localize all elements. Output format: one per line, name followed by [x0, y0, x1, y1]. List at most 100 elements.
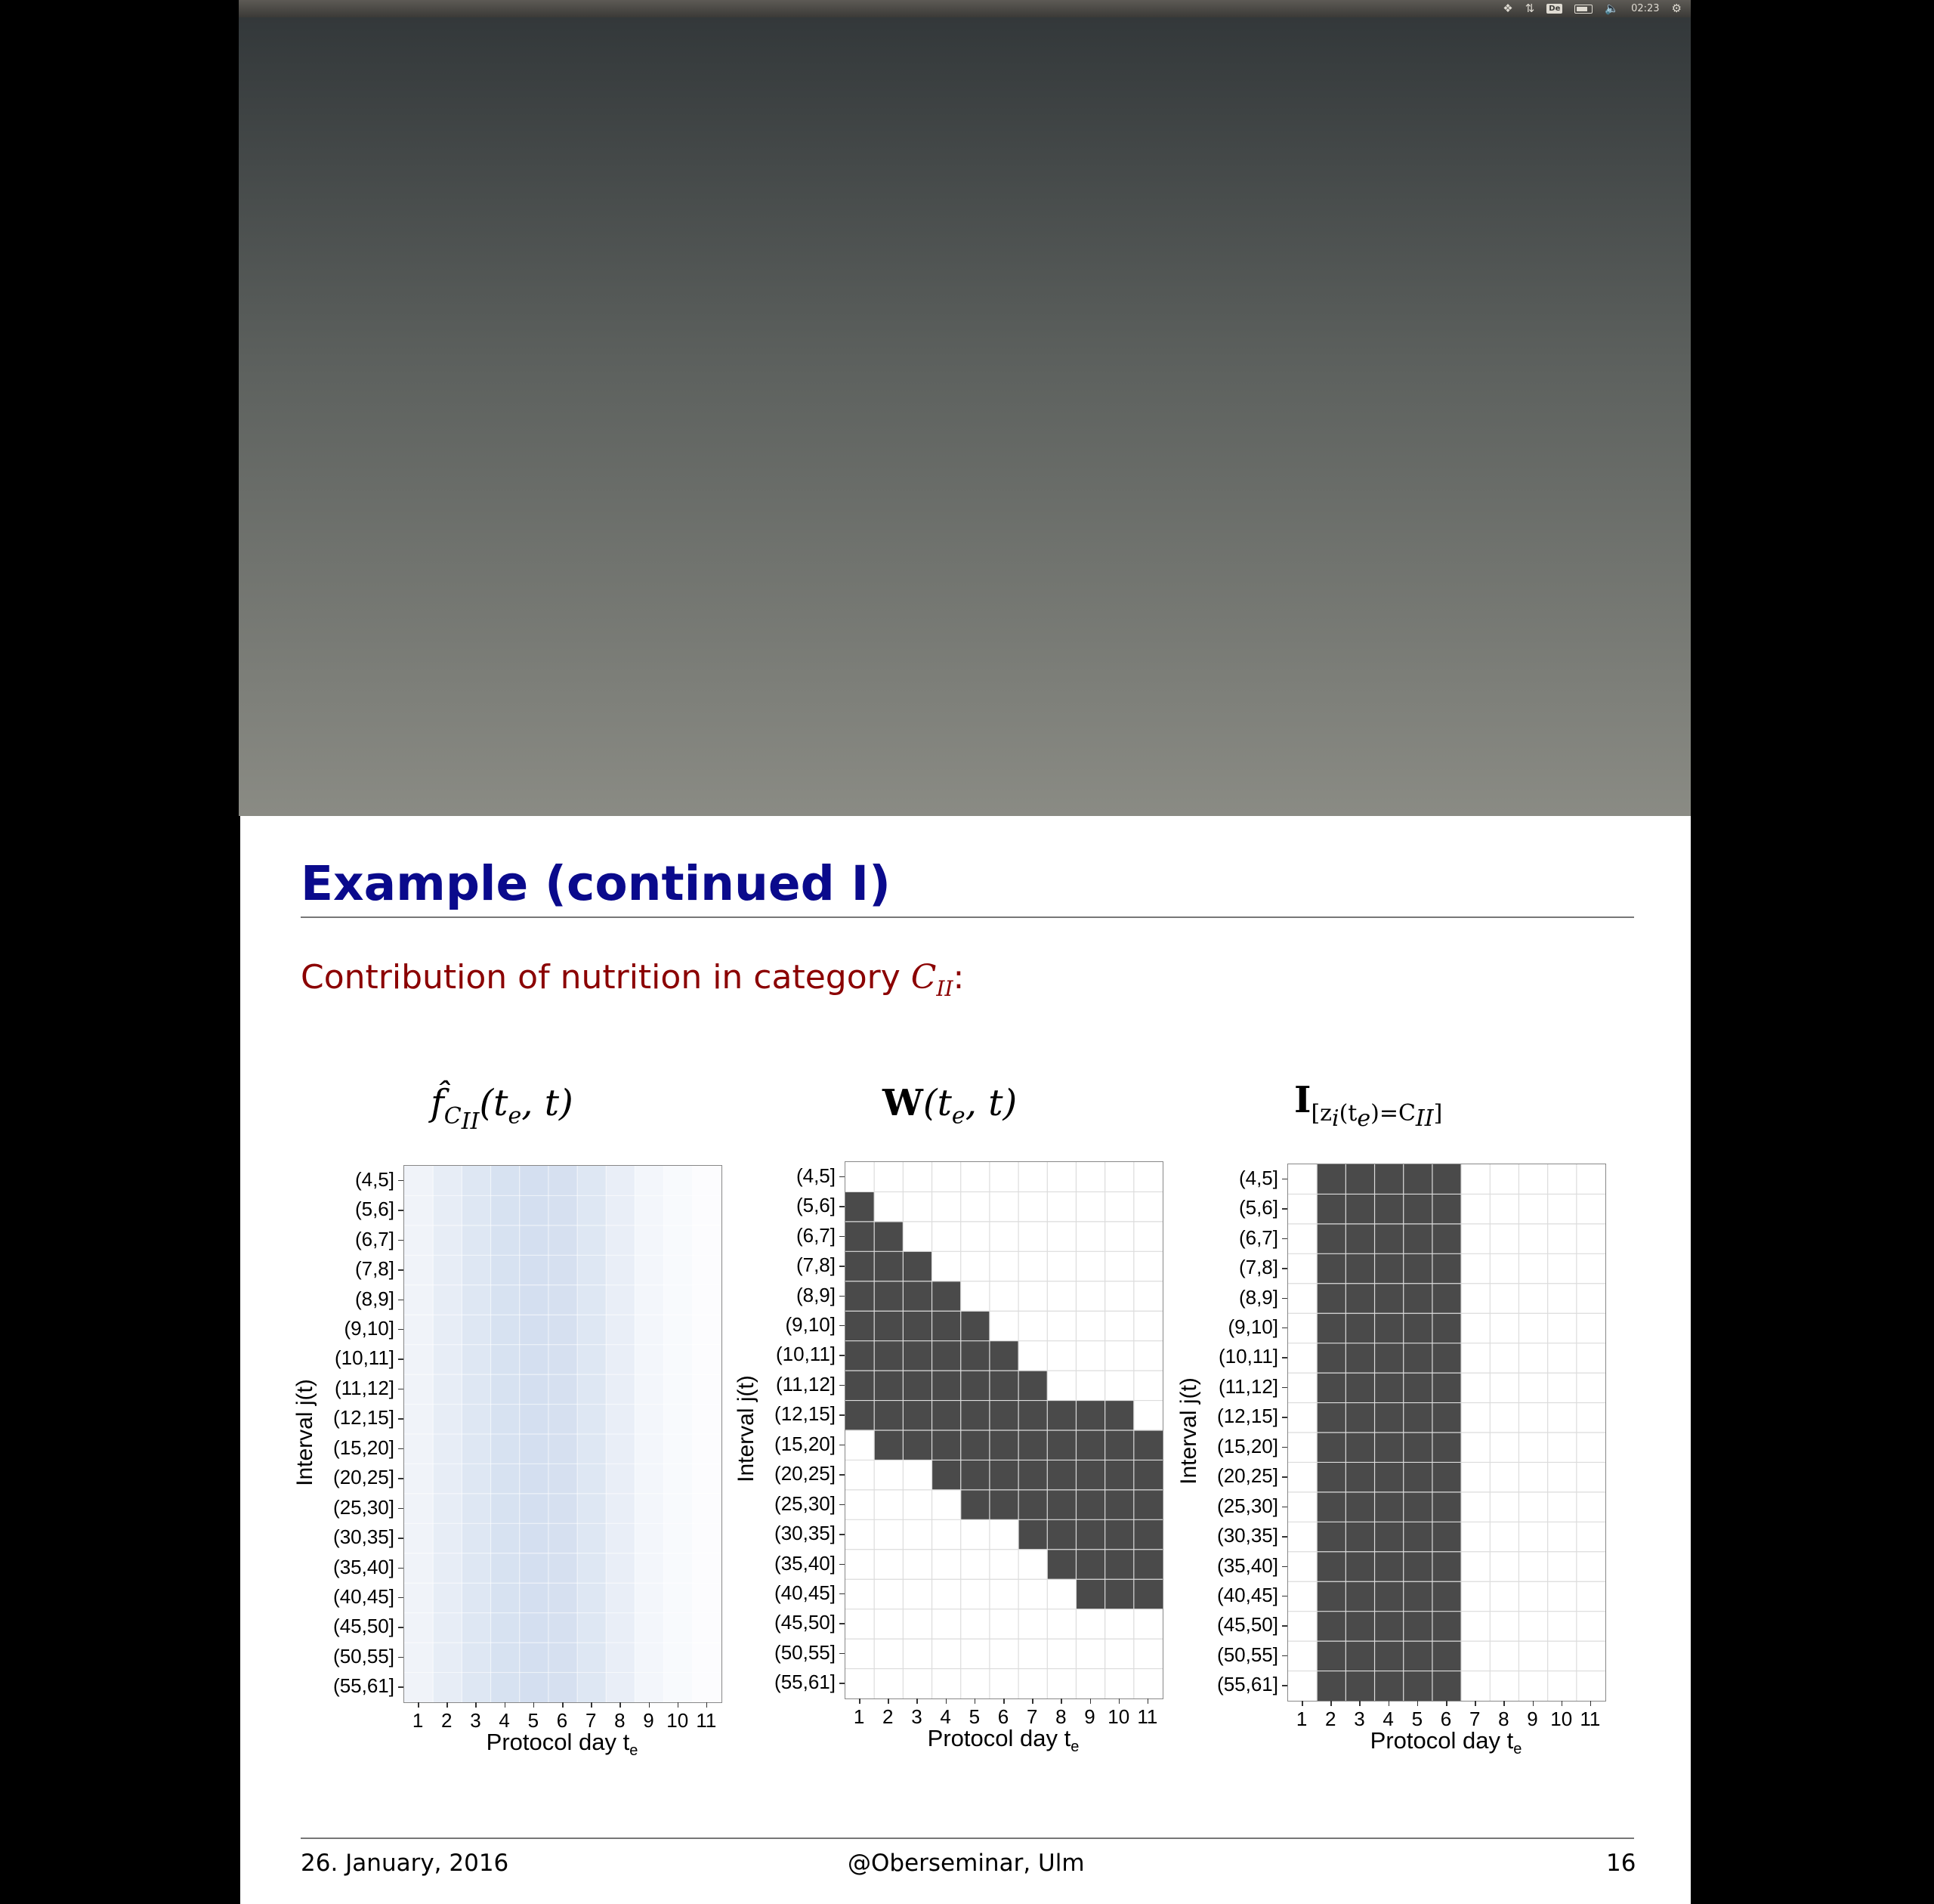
heatmap-cell [462, 1553, 491, 1584]
y-tick [839, 1206, 845, 1207]
heatmap-cell [404, 1225, 434, 1256]
heatmap-cell [519, 1553, 548, 1584]
y-tick [398, 1448, 403, 1450]
heatmap-cell [663, 1434, 693, 1464]
y-tick-label: (5,6] [1238, 1196, 1278, 1219]
heatmap-cell [663, 1344, 693, 1375]
heatmap-cell [635, 1612, 664, 1643]
heatmap-cell [1076, 1579, 1105, 1609]
clock[interactable]: 02:23 [1631, 3, 1660, 14]
heatmap-cell [845, 1519, 875, 1550]
heatmap-cell [1576, 1491, 1605, 1522]
heatmap-cell [960, 1371, 990, 1401]
heatmap-cell [1432, 1313, 1462, 1343]
heatmap-cell [1432, 1581, 1462, 1612]
heatmap-cell [1576, 1253, 1605, 1284]
x-tick-label: 6 [556, 1709, 568, 1732]
heatmap-cell [1374, 1671, 1404, 1701]
heatmap-cell [1288, 1462, 1318, 1492]
heatmap-cell [635, 1315, 664, 1345]
heatmap-cell [462, 1255, 491, 1285]
heatmap-cell [1133, 1668, 1163, 1698]
y-tick-label: (10,11] [775, 1343, 836, 1366]
heatmap-cell [1288, 1283, 1318, 1314]
heatmap-cell [462, 1672, 491, 1702]
keyboard-layout-icon[interactable]: De [1546, 4, 1563, 14]
heatmap-cell [1547, 1164, 1577, 1195]
x-tick-label: 9 [1084, 1705, 1095, 1728]
heatmap-cell [845, 1460, 875, 1490]
x-tick-label: 11 [1137, 1705, 1158, 1728]
heatmap-cell [404, 1612, 434, 1643]
x-tick-label: 10 [1550, 1708, 1573, 1730]
heatmap-cell [1403, 1402, 1432, 1433]
heatmap-cell [692, 1195, 721, 1226]
heatmap-cell [1076, 1489, 1105, 1520]
y-tick [839, 1593, 845, 1595]
heatmap-cell [519, 1344, 548, 1375]
heatmap-cell [1518, 1462, 1548, 1492]
heatmap-cell [1076, 1311, 1105, 1341]
heatmap-cell [1432, 1253, 1462, 1284]
heatmap-cell [1432, 1433, 1462, 1463]
plot3-title: I[zi(te)=CII] [1294, 1079, 1443, 1132]
y-tick [839, 1504, 845, 1506]
heatmap-cell [462, 1404, 491, 1434]
heatmap-cell [692, 1583, 721, 1613]
x-tick [974, 1698, 976, 1704]
heatmap-svg [404, 1166, 721, 1702]
heatmap-cell [845, 1221, 875, 1252]
heatmap-cell [404, 1493, 434, 1524]
heatmap-cell [1490, 1343, 1519, 1374]
x-tick-label: 9 [643, 1709, 654, 1732]
y-tick [1282, 1655, 1287, 1657]
x-tick [1417, 1701, 1419, 1706]
heatmap-cell [931, 1639, 961, 1669]
heatmap-cell [1432, 1551, 1462, 1582]
y-tick [1282, 1595, 1287, 1597]
heatmap-cell [548, 1225, 578, 1256]
network-arrows-icon[interactable]: ⇅ [1525, 2, 1535, 15]
y-tick-label: (25,30] [333, 1495, 394, 1519]
heatmap-cell [1133, 1162, 1163, 1192]
heatmap-cell [1317, 1223, 1346, 1254]
heatmap-cell [548, 1315, 578, 1345]
heatmap-cell [1403, 1671, 1432, 1701]
battery-icon[interactable] [1574, 4, 1593, 14]
heatmap-cell [1461, 1223, 1491, 1254]
x-tick-label: 8 [1498, 1708, 1509, 1730]
heatmap-cell [1403, 1433, 1432, 1463]
heatmap-cell [1317, 1522, 1346, 1552]
heatmap-cell [1345, 1581, 1375, 1612]
heatmap-cell [519, 1523, 548, 1553]
heatmap-svg [1288, 1164, 1605, 1701]
heatmap-cell [1345, 1671, 1375, 1701]
heatmap-cell [1018, 1489, 1048, 1520]
x-tick-label: 3 [911, 1705, 922, 1728]
x-tick [475, 1702, 477, 1708]
heatmap-cell [845, 1311, 875, 1341]
heatmap-cell [606, 1344, 635, 1375]
y-tick [839, 1355, 845, 1356]
heatmap-cell [1047, 1489, 1077, 1520]
heatmap-cell [1461, 1373, 1491, 1403]
volume-icon[interactable]: 🔈 [1605, 2, 1620, 15]
heatmap-cell [1076, 1281, 1105, 1312]
gear-icon[interactable]: ⚙ [1671, 2, 1682, 15]
heatmap-cell [404, 1404, 434, 1434]
heatmap-cell [1403, 1462, 1432, 1492]
y-tick [398, 1656, 403, 1658]
y-tick-label: (5,6] [796, 1194, 836, 1217]
heatmap-cell [404, 1344, 434, 1375]
heatmap-cell [519, 1374, 548, 1405]
heatmap-cell [1288, 1581, 1318, 1612]
y-tick-label: (7,8] [1238, 1256, 1278, 1279]
screen: ❖ ⇅ De 🔈 02:23 ⚙ Example (continued I) C… [239, 0, 1691, 1904]
x-tick [1147, 1698, 1149, 1704]
heatmap-cell [1076, 1192, 1105, 1222]
y-tick-label: (5,6] [354, 1198, 394, 1221]
dropbox-icon[interactable]: ❖ [1503, 2, 1513, 15]
heatmap-cell [1461, 1551, 1491, 1582]
heatmap-cell [1104, 1609, 1134, 1640]
heatmap-cell [663, 1583, 693, 1613]
